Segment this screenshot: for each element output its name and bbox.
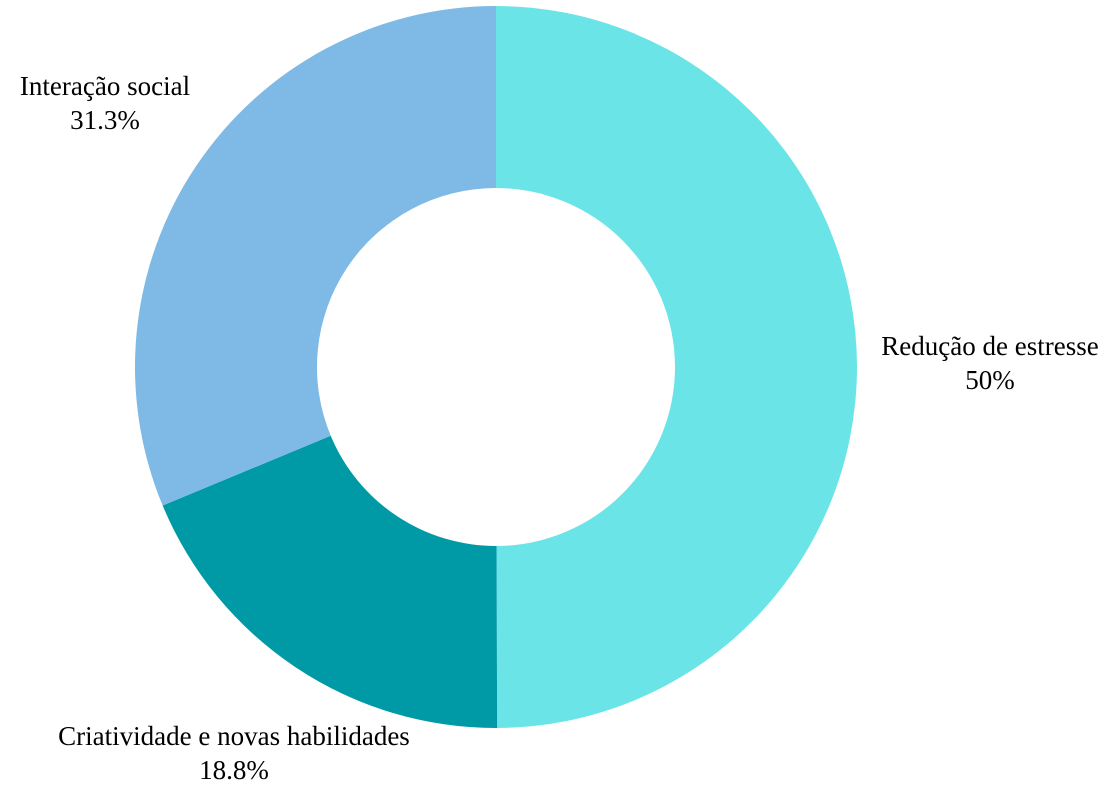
- slice-labels: Redução de estresse 50% Criatividade e nov…: [20, 71, 1099, 785]
- slice-value-reducao-de-estresse: 50%: [965, 365, 1015, 395]
- slice-label-reducao-de-estresse: Redução de estresse: [881, 331, 1098, 361]
- slice-criatividade-e-novas-habilidades: [162, 435, 498, 728]
- slice-value-interacao-social: 31.3%: [70, 105, 140, 135]
- slice-label-interacao-social: Interação social: [20, 71, 190, 101]
- donut-slices: [134, 6, 857, 728]
- slice-label-criatividade-e-novas-habilidades: Criatividade e novas habilidades: [58, 721, 410, 751]
- slice-reducao-de-estresse: [496, 6, 857, 728]
- slice-interacao-social: [134, 6, 496, 506]
- slice-value-criatividade-e-novas-habilidades: 18.8%: [199, 755, 269, 785]
